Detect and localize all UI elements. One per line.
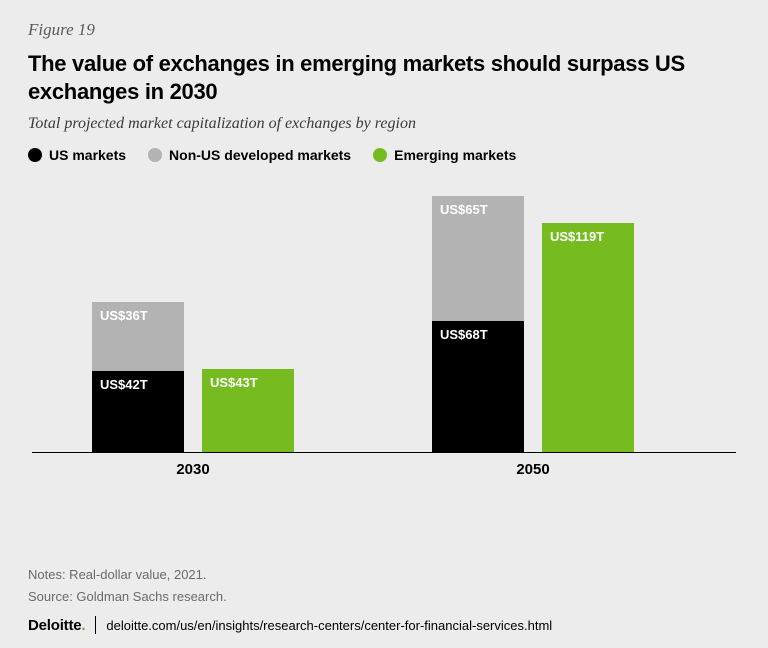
footer-url: deloitte.com/us/en/insights/research-cen…	[106, 618, 552, 633]
bar-segment-us: US$68T	[432, 321, 524, 452]
bar-group: US$42T US$36T US$43T	[92, 302, 294, 452]
chart-title: The value of exchanges in emerging marke…	[28, 50, 718, 105]
footer-divider	[95, 616, 96, 634]
legend-swatch	[373, 148, 387, 162]
segment-label: US$43T	[210, 375, 258, 390]
bar-segment-nonus: US$65T	[432, 196, 524, 321]
legend-label: US markets	[49, 147, 126, 163]
segment-label: US$65T	[440, 202, 488, 217]
legend-swatch	[28, 148, 42, 162]
bar-segment-us: US$42T	[92, 371, 184, 452]
legend-label: Non-US developed markets	[169, 147, 351, 163]
notes-text: Notes: Real-dollar value, 2021.	[28, 567, 207, 582]
segment-label: US$42T	[100, 377, 148, 392]
segment-label: US$68T	[440, 327, 488, 342]
bar: US$43T	[202, 369, 294, 452]
chart-subtitle: Total projected market capitalization of…	[28, 115, 740, 133]
brand-dot-icon: .	[81, 617, 85, 634]
x-axis-labels: 2030 2050	[32, 453, 736, 483]
legend-item: Emerging markets	[373, 147, 516, 163]
bar: US$68T US$65T	[432, 196, 524, 452]
figure-number: Figure 19	[28, 20, 740, 40]
x-axis-label: 2030	[92, 461, 294, 478]
legend-label: Emerging markets	[394, 147, 516, 163]
bar-segment-emerging: US$119T	[542, 223, 634, 453]
brand-name: Deloitte	[28, 617, 81, 634]
x-axis-label: 2050	[432, 461, 634, 478]
bar-group: US$68T US$65T US$119T	[432, 196, 634, 452]
legend: US markets Non-US developed markets Emergi…	[28, 147, 740, 163]
bar-segment-nonus: US$36T	[92, 302, 184, 371]
legend-item: US markets	[28, 147, 126, 163]
chart-area: US$42T US$36T US$43T US$68T US$65T US$119T	[32, 183, 736, 453]
segment-label: US$119T	[550, 229, 604, 244]
legend-swatch	[148, 148, 162, 162]
bar: US$119T	[542, 223, 634, 453]
footer: Deloitte. deloitte.com/us/en/insights/re…	[28, 616, 552, 634]
brand-logo: Deloitte.	[28, 617, 85, 634]
source-text: Source: Goldman Sachs research.	[28, 589, 227, 604]
bar: US$42T US$36T	[92, 302, 184, 452]
segment-label: US$36T	[100, 308, 148, 323]
legend-item: Non-US developed markets	[148, 147, 351, 163]
bar-segment-emerging: US$43T	[202, 369, 294, 452]
